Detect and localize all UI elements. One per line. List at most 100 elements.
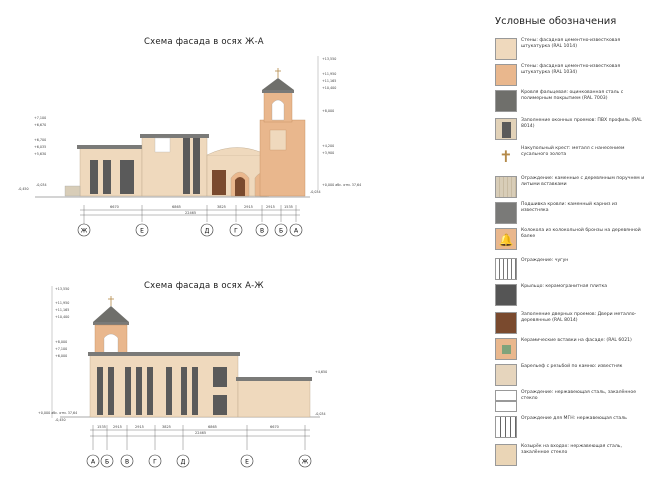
svg-text:+4,200: +4,200 <box>322 144 334 148</box>
legend-item-label: Керамические вставки на фасаде: (RAL 602… <box>521 338 632 343</box>
bell-icon: 🔔 <box>495 228 517 250</box>
canopy-icon <box>495 444 517 466</box>
legend-item: Ограждение для МГН: нержавеющая сталь <box>495 416 645 442</box>
svg-text:+0,000 абс. отм. 37,64: +0,000 абс. отм. 37,64 <box>322 183 361 187</box>
legend-item: Козырёк на входах: нержавеющая сталь, за… <box>495 444 645 470</box>
svg-text:+6,670: +6,670 <box>34 123 46 127</box>
legend-item-label: Козырёк на входах: нержавеющая сталь, за… <box>521 444 622 455</box>
axis-label: В <box>125 459 129 466</box>
svg-text:-0,034: -0,034 <box>310 190 321 194</box>
middle-window <box>154 137 171 153</box>
axis-label: А <box>294 228 299 235</box>
svg-text:-0,034: -0,034 <box>315 412 326 416</box>
legend-item-label: Заполнение оконных проемов: ПВХ профиль … <box>521 118 642 129</box>
svg-text:+0,000 абс. отм. 37,64: +0,000 абс. отм. 37,64 <box>38 411 77 415</box>
legend-item-label: Крыльцо: керамогранитная плитка <box>521 284 608 289</box>
legend-item: Заполнение дверных проемов: Двери металл… <box>495 312 645 338</box>
axis-label: В <box>260 228 264 235</box>
legend-item: 🔔 Колокола из колокольной бронзы на дере… <box>495 228 645 254</box>
swatch-icon <box>495 38 517 60</box>
cross-icon: ✝ <box>499 147 513 166</box>
top-dim: 6670 <box>110 205 119 209</box>
svg-text:+6,035: +6,035 <box>34 145 46 149</box>
axis-label: Г <box>153 459 157 466</box>
bottom-dims: 1535 2915 2915 3825 6865 6670 22465 <box>97 425 279 435</box>
bottom-levels-left: +13,550 +11,950 +11,165 +10,400 +8,000 +… <box>38 287 77 422</box>
legend-item-label: Стены: фасадная цементно-известковая шту… <box>521 64 621 75</box>
top-facade: 6670 6865 3825 2915 2915 1535 22465 Ж Е … <box>18 56 361 237</box>
stone-fence-icon <box>495 176 517 198</box>
svg-text:+7,100: +7,100 <box>55 347 67 351</box>
legend-item: Крыльцо: керамогранитная плитка <box>495 284 645 310</box>
svg-text:+8,000: +8,000 <box>322 109 334 113</box>
middle-window <box>183 138 190 194</box>
legend-item: Барельеф с резьбой по камню: известняк <box>495 364 645 390</box>
svg-text:6865: 6865 <box>208 425 217 429</box>
axis-label: Ж <box>81 228 88 235</box>
legend-title: Условные обозначения <box>495 16 617 27</box>
legend-item-label: Ограждение: нержавеющая сталь, закалённо… <box>521 390 637 401</box>
svg-text:6670: 6670 <box>270 425 279 429</box>
axis-label: Д <box>205 228 210 235</box>
door-icon <box>495 312 517 334</box>
legend-item-label: Ограждение для МГН: нержавеющая сталь <box>521 416 627 421</box>
svg-text:22465: 22465 <box>195 431 206 435</box>
axis-label: Е <box>140 228 144 235</box>
top-dim: 3825 <box>217 205 226 209</box>
svg-text:+13,550: +13,550 <box>322 57 336 61</box>
svg-text:+6,000: +6,000 <box>55 354 67 358</box>
bottom-low-wing <box>237 379 311 418</box>
svg-text:+3,900: +3,900 <box>322 151 334 155</box>
axis-label: Д <box>181 459 186 466</box>
svg-text:+10,400: +10,400 <box>322 86 336 90</box>
glass-fence-icon <box>495 390 517 412</box>
left-wing-window <box>103 160 111 194</box>
legend-item: Ограждение: чугун <box>495 258 645 284</box>
bottom-facade: 1535 2915 2915 3825 6865 6670 22465 А Б … <box>38 286 327 468</box>
bottom-levels-right: +4,650 -0,034 <box>315 370 327 416</box>
cornice-swatch-icon <box>495 202 517 224</box>
legend-item-label: Колокола из колокольной бронзы на деревя… <box>521 228 641 239</box>
top-axis-markers: Ж Е Д Г В Б А <box>77 222 303 237</box>
svg-text:+5,630: +5,630 <box>34 152 46 156</box>
tower-window <box>269 129 287 151</box>
window-icon <box>495 118 517 140</box>
svg-text:+11,950: +11,950 <box>322 72 336 76</box>
ceramic-icon <box>495 338 517 360</box>
legend-item-label: Ограждение: каменные с деревянным поручн… <box>521 176 645 187</box>
iron-fence-icon <box>495 258 517 280</box>
legend-item: Стены: фасадная цементно-известковая шту… <box>495 38 645 64</box>
axis-label: Е <box>245 459 249 466</box>
top-dim: 2915 <box>244 205 253 209</box>
top-dim-total: 22465 <box>185 211 196 215</box>
svg-text:+6,700: +6,700 <box>34 138 46 142</box>
svg-text:+8,000: +8,000 <box>55 340 67 344</box>
legend-item: Керамические вставки на фасаде: (RAL 602… <box>495 338 645 364</box>
svg-text:-0,450: -0,450 <box>18 187 29 191</box>
svg-text:+11,165: +11,165 <box>55 308 69 312</box>
left-wing-window <box>90 160 98 194</box>
bottom-facade-title: Схема фасада в осях А-Ж <box>144 281 264 291</box>
axis-label: Б <box>105 459 109 466</box>
top-levels-left: +7,100 +6,670 +6,700 +6,035 +5,630 -0,03… <box>18 116 47 191</box>
legend-item-label: Подшивка кровли: каменный карниз из изве… <box>521 202 618 213</box>
facade-drawings: 6670 6865 3825 2915 2915 1535 22465 Ж Е … <box>18 56 361 468</box>
top-facade-title: Схема фасада в осях Ж-А <box>144 37 264 47</box>
top-dim: 6865 <box>172 205 181 209</box>
axis-label: Г <box>234 228 238 235</box>
legend-item: Заполнение оконных проемов: ПВХ профиль … <box>495 118 645 144</box>
porch-swatch-icon <box>495 284 517 306</box>
legend-item: Ограждение: каменные с деревянным поручн… <box>495 176 645 202</box>
svg-text:+11,950: +11,950 <box>55 301 69 305</box>
top-dim: 2915 <box>266 205 275 209</box>
left-wing-window <box>120 160 134 194</box>
svg-text:+10,400: +10,400 <box>55 315 69 319</box>
legend-item: Стены: фасадная цементно-известковая шту… <box>495 64 645 90</box>
middle-window <box>193 138 200 194</box>
svg-text:-0,034: -0,034 <box>36 183 47 187</box>
legend-item: Подшивка кровли: каменный карниз из изве… <box>495 202 645 228</box>
relief-icon <box>495 364 517 386</box>
legend-item-label: Ограждение: чугун <box>521 258 569 263</box>
entrance-door <box>212 170 226 195</box>
legend-item-label: Стены: фасадная цементно-известковая шту… <box>521 38 621 49</box>
